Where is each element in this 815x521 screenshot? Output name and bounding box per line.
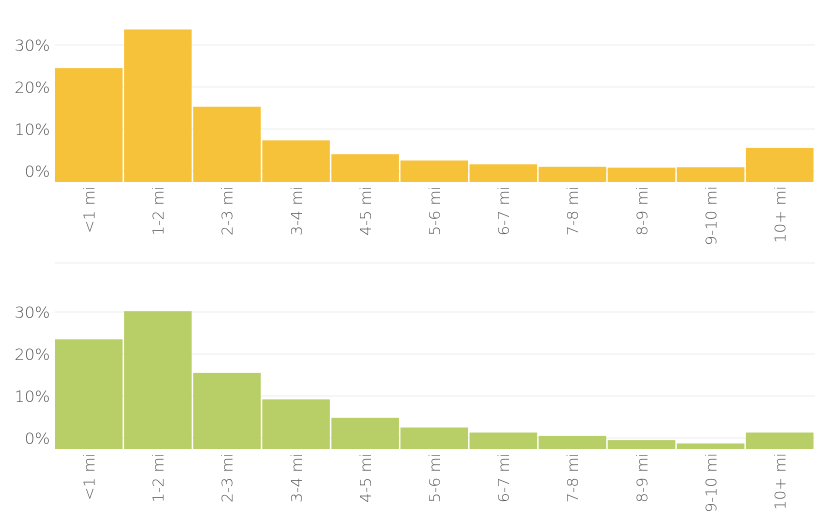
y-tick-label: 30%	[14, 303, 50, 322]
x-category-label: 2-3 mi	[219, 453, 237, 503]
x-category-label: 9-10 mi	[702, 453, 720, 513]
bar-1-9	[607, 167, 676, 182]
x-category-label: 2-3 mi	[219, 186, 237, 236]
bar-1-11	[745, 147, 814, 182]
x-category-label: 1-2 mi	[150, 186, 168, 236]
y-tick-label: 20%	[14, 345, 50, 364]
bar-1-2	[124, 29, 192, 183]
bar-2-7	[469, 432, 538, 449]
bar-2-11	[745, 432, 814, 449]
x-category-label: 5-6 mi	[426, 453, 444, 503]
bar-2-3	[193, 372, 261, 449]
x-category-label: 10+ mi	[771, 186, 789, 243]
x-category-label: 8-9 mi	[633, 186, 651, 236]
bar-1-3	[193, 106, 261, 182]
y-tick-label: 30%	[14, 36, 50, 55]
bar-2-9	[607, 440, 676, 449]
y-tick-label: 20%	[14, 78, 50, 97]
x-category-label: 3-4 mi	[288, 186, 306, 236]
x-category-label: 7-8 mi	[564, 453, 582, 503]
bar-1-6	[400, 160, 469, 182]
y-tick-label: 0%	[25, 162, 50, 181]
bar-2-8	[538, 435, 607, 449]
x-category-label: 7-8 mi	[564, 186, 582, 236]
bar-2-2	[124, 311, 192, 449]
x-category-label: <1 mi	[81, 453, 99, 500]
bar-1-8	[538, 166, 607, 182]
x-category-label: 4-5 mi	[357, 186, 375, 236]
x-category-label: 6-7 mi	[495, 453, 513, 503]
x-category-label: <1 mi	[81, 186, 99, 233]
bar-2-6	[400, 427, 469, 449]
x-category-label: 4-5 mi	[357, 453, 375, 503]
chart-panel-1: 0% 10% 20% 30% <1 mi 1-2 mi 2-3 mi 3-4 mi 4-5 mi…	[14, 29, 815, 246]
y-tick-label: 10%	[14, 120, 50, 139]
x-category-label: 6-7 mi	[495, 186, 513, 236]
x-category-label: 5-6 mi	[426, 186, 444, 236]
bar-2-5	[331, 417, 399, 449]
x-category-label: 1-2 mi	[150, 453, 168, 503]
bar-2-10	[676, 443, 745, 449]
bar-1-5	[331, 154, 399, 182]
bar-1-10	[676, 167, 745, 182]
bar-2-4	[262, 399, 330, 449]
bar-2-1	[55, 339, 123, 449]
x-category-label: 8-9 mi	[633, 453, 651, 503]
bar-1-4	[262, 140, 330, 182]
bar-1-1	[55, 68, 123, 182]
x-category-label: 9-10 mi	[702, 186, 720, 246]
y-tick-label: 0%	[25, 429, 50, 448]
x-category-label: 3-4 mi	[288, 453, 306, 503]
x-category-label: 10+ mi	[771, 453, 789, 510]
y-tick-label: 10%	[14, 387, 50, 406]
bar-1-7	[469, 164, 538, 182]
chart-panel-2: 0% 10% 20% 30% <1 mi 1-2 mi 2-3 mi 3-4 mi 4-5 mi…	[14, 262, 815, 513]
